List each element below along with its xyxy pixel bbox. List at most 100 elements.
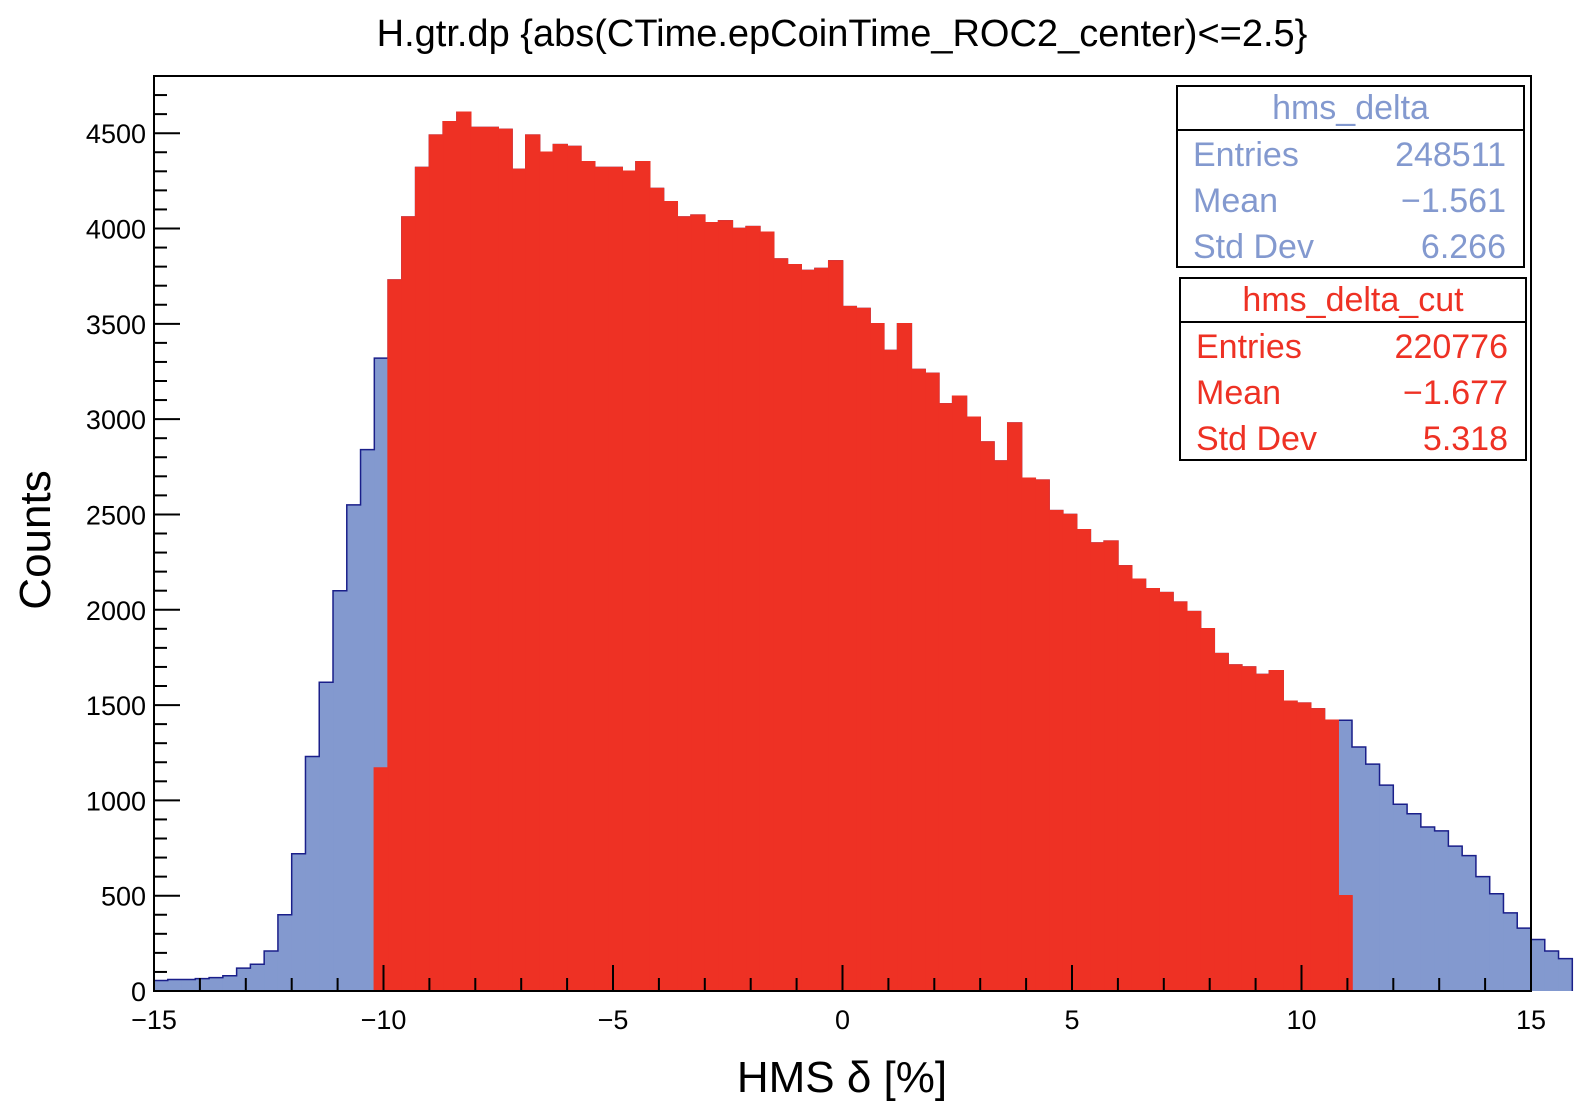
y-tick-label: 500 — [101, 882, 146, 912]
stats-box-hms-delta: hms_delta Entries 248511 Mean −1.561 Std Dev 6… — [1176, 85, 1525, 268]
bar — [1049, 510, 1064, 992]
x-tick-label: −10 — [361, 1005, 407, 1035]
bar — [897, 323, 912, 991]
x-tick-label: −5 — [598, 1005, 629, 1035]
bar — [401, 217, 417, 991]
y-tick-label: 2000 — [86, 596, 146, 626]
bar — [1117, 565, 1133, 991]
stats-row-value: −1.561 — [1401, 182, 1506, 220]
stats-boxes: hms_delta Entries 248511 Mean −1.561 Std Dev 6… — [1176, 85, 1527, 461]
bar — [938, 403, 954, 992]
bar — [1448, 846, 1463, 992]
y-tick-label: 4500 — [86, 119, 146, 149]
bar — [1517, 928, 1532, 991]
bar — [525, 135, 541, 992]
bar — [1379, 785, 1394, 992]
bar — [291, 853, 307, 991]
bar — [801, 270, 816, 991]
bar — [732, 228, 747, 991]
histogram-bars — [153, 111, 1574, 992]
stats-row-label: Std Dev — [1193, 228, 1314, 266]
x-axis-title: HMS δ [%] — [737, 1053, 947, 1102]
x-tick-label: 5 — [1064, 1005, 1079, 1035]
bar — [250, 964, 265, 991]
y-tick-label: 4000 — [86, 215, 146, 245]
bar — [677, 217, 692, 991]
series-hms-delta-cut — [373, 111, 1353, 992]
bar — [1228, 665, 1243, 991]
stats-row-label: Entries — [1196, 328, 1302, 366]
bar — [1255, 674, 1270, 991]
bar — [1503, 912, 1518, 991]
bar — [1324, 720, 1339, 991]
bar — [608, 167, 623, 991]
bar — [1172, 602, 1188, 992]
bar — [195, 978, 210, 991]
bar — [952, 396, 968, 991]
x-tick-label: 15 — [1516, 1005, 1546, 1035]
bar — [1104, 541, 1119, 992]
bar — [1544, 950, 1560, 991]
stats-box-hms-delta-cut: hms_delta_cut Entries 220776 Mean −1.677 Std … — [1179, 277, 1527, 461]
bar — [1200, 628, 1215, 991]
bar — [374, 767, 389, 991]
bar — [1489, 893, 1505, 991]
bar — [236, 968, 251, 992]
bar — [1407, 813, 1422, 991]
bar — [498, 129, 513, 992]
stats-box-title: hms_delta — [1272, 89, 1429, 127]
bar — [580, 161, 596, 991]
bar — [1558, 958, 1573, 991]
bar — [512, 169, 527, 991]
bar — [1310, 708, 1326, 992]
bar — [1462, 855, 1477, 991]
bar — [883, 350, 899, 991]
bar — [360, 449, 375, 992]
stats-row-label: Mean — [1193, 182, 1278, 220]
bar — [1269, 670, 1284, 991]
bar — [415, 167, 430, 991]
stats-box-title: hms_delta_cut — [1242, 281, 1464, 319]
bar — [1283, 701, 1298, 991]
bar — [456, 112, 472, 992]
bar — [209, 977, 224, 991]
bar — [1531, 939, 1546, 991]
bar — [704, 222, 720, 991]
bar — [1393, 804, 1408, 991]
y-tick-label: 3500 — [86, 310, 146, 340]
bar — [1021, 478, 1036, 992]
bar — [993, 461, 1009, 991]
y-tick-label: 0 — [131, 977, 146, 1007]
stats-row-value: 6.266 — [1421, 228, 1506, 266]
bar — [264, 950, 279, 991]
bar — [828, 260, 844, 991]
bar — [1434, 830, 1449, 992]
bar — [167, 979, 183, 991]
bar — [814, 268, 830, 991]
stats-box-frame — [1176, 85, 1525, 268]
bar — [1420, 827, 1436, 991]
axis-ticks: −15 −10 −5 0 5 10 15 0 500 1000 1500 2000 2500 3000 35… — [86, 75, 1546, 1035]
bar — [1338, 895, 1353, 991]
bar — [925, 373, 940, 992]
chart-title: H.gtr.dp {abs(CTime.epCoinTime_ROC2_cent… — [377, 13, 1308, 55]
stats-row-value: 248511 — [1395, 136, 1506, 174]
bar — [635, 161, 651, 991]
bar — [1351, 747, 1367, 991]
bar — [1365, 764, 1381, 991]
stats-row-value: 5.318 — [1423, 420, 1508, 458]
stats-row-value: 220776 — [1395, 328, 1508, 366]
bar — [484, 127, 499, 992]
bar — [870, 323, 885, 991]
bar — [1475, 876, 1491, 992]
y-tick-label: 1500 — [86, 691, 146, 721]
stats-box-frame — [1179, 277, 1527, 461]
bar — [1159, 592, 1174, 991]
bar — [718, 220, 733, 992]
bar — [663, 201, 678, 991]
bar — [429, 135, 444, 992]
bar — [1214, 653, 1229, 991]
bar — [1076, 529, 1091, 991]
bar — [154, 980, 169, 991]
